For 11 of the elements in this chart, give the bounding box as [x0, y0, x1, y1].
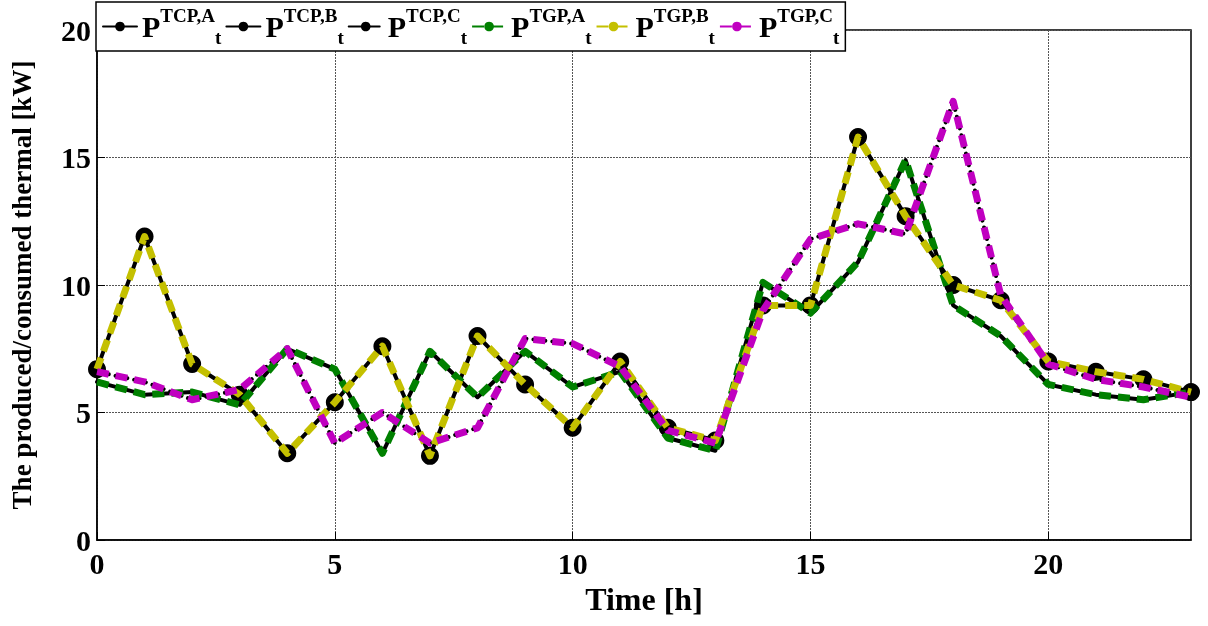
x-axis-title: Time [h]: [585, 580, 703, 617]
y-tick-label: 15: [61, 141, 91, 174]
y-tick-label: 10: [61, 268, 91, 302]
y-tick-label: 5: [76, 396, 91, 429]
x-tick-label: 5: [327, 546, 343, 580]
x-tick-label: 15: [795, 546, 826, 580]
x-tick-label: 10: [557, 546, 588, 580]
x-tick-label: 20: [1033, 546, 1064, 580]
y-tick-label: 0: [76, 523, 91, 557]
y-axis-title: The produced/consumed thermal [kW]: [6, 60, 37, 510]
y-tick-label: 20: [61, 13, 91, 47]
